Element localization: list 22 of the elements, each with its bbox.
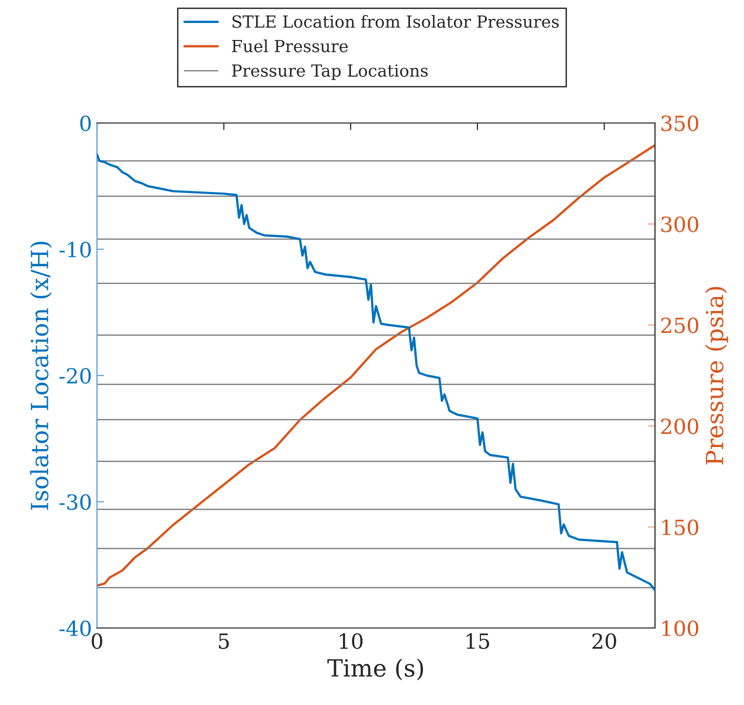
legend-label: Fuel Pressure [232, 39, 348, 52]
y-tick-label: -30 [60, 494, 91, 510]
x-tick-label: 10 [340, 633, 363, 649]
y-tick-label: 0 [80, 115, 91, 132]
x-axis-title: Time (s) [327, 658, 423, 680]
y2-axis-title: Pressure (psia) [705, 287, 728, 465]
y2-tick-label: 150 [662, 519, 698, 536]
x-tick-label: 0 [92, 633, 102, 649]
x-tick-label: 15 [466, 633, 490, 649]
y2-tick-label: 250 [661, 317, 698, 334]
x-tick-label: 5 [218, 634, 229, 649]
y2-tick-label: 350 [661, 115, 698, 132]
y2-tick-label: 200 [661, 418, 698, 434]
y-tick-label: -40 [60, 620, 91, 636]
y2-tick-label: 300 [661, 216, 698, 232]
y-tick-label: -20 [60, 368, 91, 384]
y2-tick-label: 100 [662, 620, 698, 636]
legend-label: STLE Location from Isolator Pressures [232, 15, 559, 28]
legend-label: Pressure Tap Locations [232, 64, 428, 80]
y-axis-title: Isolator Location (x/H) [30, 242, 52, 510]
y-tick-label: -10 [60, 242, 91, 258]
x-tick-label: 20 [592, 633, 616, 649]
